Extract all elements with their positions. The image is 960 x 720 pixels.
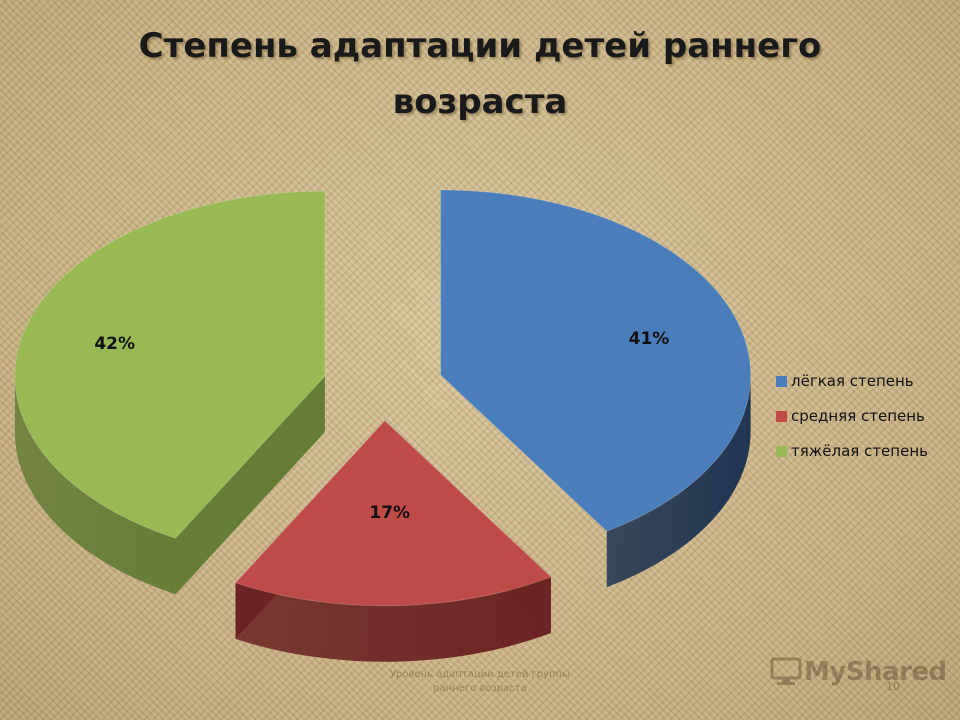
legend-label-medium: средняя степень bbox=[791, 407, 925, 425]
watermark-logo: MyShared bbox=[770, 654, 947, 690]
legend-item-medium: средняя степень bbox=[776, 407, 960, 442]
slide-footer: Уровень адаптации детей группы раннего в… bbox=[330, 668, 630, 696]
pie-slice-severe bbox=[14, 190, 326, 595]
legend-label-light: лёгкая степень bbox=[791, 372, 914, 390]
monitor-icon bbox=[770, 657, 802, 685]
legend-swatch-medium bbox=[776, 411, 787, 422]
data-label-light: 41% bbox=[629, 329, 670, 349]
pie-slice-side-light bbox=[606, 375, 751, 588]
page-number: 10 bbox=[886, 680, 900, 693]
pie-slice-wall-severe bbox=[175, 376, 325, 595]
pie-slice-top-light bbox=[440, 189, 752, 532]
chart-legend: лёгкая степень средняя степень тяжёлая с… bbox=[776, 372, 960, 477]
chart-title-line-2: возраста bbox=[392, 82, 568, 122]
legend-item-light: лёгкая степень bbox=[776, 372, 960, 407]
data-label-severe: 42% bbox=[94, 334, 135, 354]
pie-slice-top-severe bbox=[14, 190, 326, 539]
pie-slice-side-severe bbox=[14, 376, 176, 595]
legend-swatch-severe bbox=[776, 446, 787, 457]
pie-slice-side-medium bbox=[235, 576, 551, 662]
logo-text: MyShared bbox=[804, 657, 947, 687]
chart-title-line-1: Степень адаптации детей раннего bbox=[138, 26, 822, 66]
data-label-medium: 17% bbox=[369, 503, 410, 523]
legend-item-severe: тяжёлая степень bbox=[776, 442, 960, 477]
legend-swatch-light bbox=[776, 376, 787, 387]
pie-slice-medium bbox=[234, 420, 552, 662]
footer-line-2: раннего возраста bbox=[433, 683, 527, 694]
legend-label-severe: тяжёлая степень bbox=[791, 442, 928, 460]
footer-line-1: Уровень адаптации детей группы bbox=[389, 669, 571, 680]
chart-title: Степень адаптации детей раннего возраста bbox=[0, 18, 960, 130]
pie-slice-light bbox=[440, 189, 752, 588]
pie-slice-top-medium bbox=[234, 420, 552, 607]
